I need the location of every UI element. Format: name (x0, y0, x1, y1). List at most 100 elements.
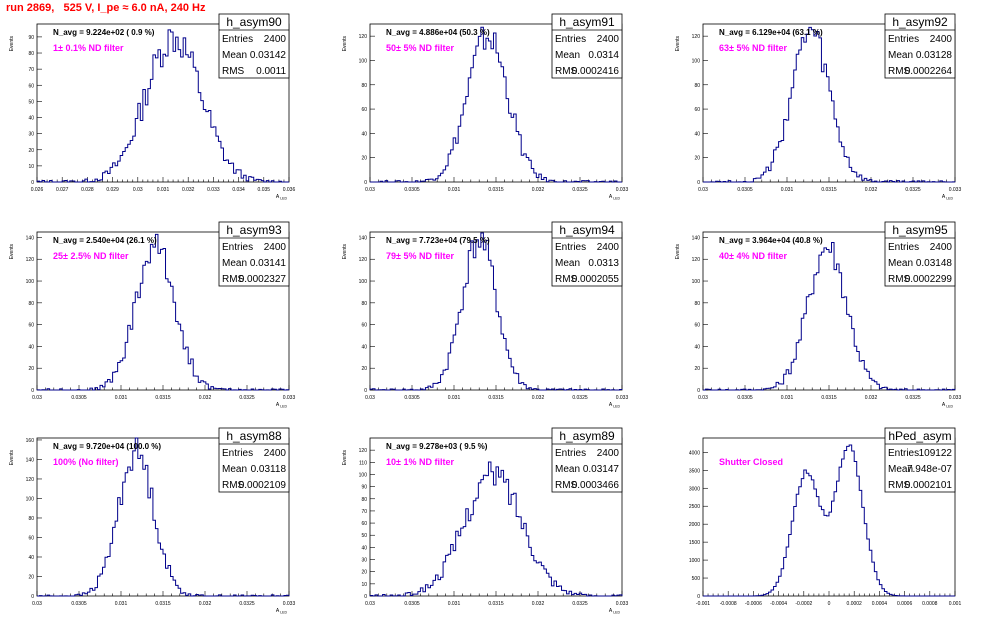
y-tick-label: 120 (26, 477, 35, 483)
y-tick-label: 80 (361, 497, 367, 503)
stats-rms-value: 0.0002109 (239, 480, 287, 491)
y-tick-label: 70 (28, 67, 34, 73)
x-tick-label: 0.03 (365, 395, 375, 401)
x-axis-label: A LED (609, 402, 621, 409)
x-tick-label: 0.0305 (737, 395, 753, 401)
y-tick-label: 100 (692, 58, 701, 64)
y-tick-label: 0 (364, 180, 367, 186)
x-tick-label: 0.036 (283, 187, 296, 193)
x-axis-label: A LED (609, 608, 621, 615)
y-tick-label: 10 (361, 582, 367, 588)
y-tick-label: 60 (361, 323, 367, 329)
y-tick-label: 0 (31, 594, 34, 600)
stats-rms-value: 0.0002416 (572, 66, 620, 77)
x-tick-label: 0.032 (199, 395, 212, 401)
n-avg-annotation: N_avg = 9.720e+04 (100.0 %) (53, 442, 161, 451)
x-tick-label: 0.028 (81, 187, 94, 193)
stats-rms-value: 0.0011 (256, 66, 286, 77)
stats-entries-label: Entries (222, 34, 253, 45)
stats-box-frame (884, 221, 956, 287)
x-tick-label: 0.0315 (155, 601, 171, 607)
histogram-h_asym95: 0.03 0.0305 0.031 0.0315 0.032 0.0325 0.033 0 20… (675, 221, 962, 409)
histogram-line (369, 232, 623, 391)
stats-box: h_asym93 Entries 2400 Mean 0.03141 RMS0.00023… (218, 221, 290, 287)
histogram-line (703, 242, 956, 391)
stats-entries-label: Entries (555, 242, 586, 253)
x-tick-label: 0.0002 (847, 601, 863, 607)
x-tick-label: 0.0004 (872, 601, 888, 607)
stats-rms-label: RMS (222, 66, 245, 77)
stats-entries-label: Entries (888, 448, 919, 459)
stats-mean-value: 0.03142 (250, 50, 287, 61)
y-tick-label: 60 (361, 521, 367, 527)
stats-entries-value: 2400 (597, 448, 620, 459)
stats-mean-label: Mean (555, 50, 580, 61)
histogram-name: h_asym90 (226, 15, 282, 29)
x-axis-label: A LED (276, 194, 288, 201)
stats-mean-value: 7.948e-07 (907, 464, 952, 475)
n-avg-annotation: N_avg = 7.723e+04 (79.5 %) (386, 236, 490, 245)
x-tick-label: 0.0315 (821, 187, 837, 193)
x-tick-label: 0.0325 (905, 187, 921, 193)
stats-entries-label: Entries (888, 242, 919, 253)
stats-entries-label: Entries (555, 34, 586, 45)
stats-box: h_asym95 Entries 2400 Mean 0.03148 RMS0.00022… (884, 221, 956, 287)
y-tick-label: 0 (364, 594, 367, 600)
stats-box-frame (551, 427, 623, 493)
x-tick-label: 0.03 (698, 395, 708, 401)
x-tick-label: 0.031 (115, 601, 128, 607)
stats-entries-value: 109122 (919, 448, 953, 459)
y-tick-label: 120 (359, 34, 368, 40)
stats-mean-label: Mean (222, 464, 247, 475)
stats-mean-label: Mean (888, 464, 913, 475)
y-axis-label: Events (9, 36, 15, 52)
x-tick-label: 0.032 (199, 601, 212, 607)
n-avg-annotation: N_avg = 9.224e+02 ( 0.9 %) (53, 28, 155, 37)
x-tick-label: 0.0305 (737, 187, 753, 193)
y-tick-label: 80 (28, 516, 34, 522)
y-tick-label: 100 (359, 279, 368, 285)
x-tick-label: 0.03 (133, 187, 143, 193)
filter-label: 79± 5% ND filter (386, 251, 454, 261)
histogram-name: h_asym94 (559, 223, 615, 237)
histogram-h_asym91: 0.03 0.0305 0.031 0.0315 0.032 0.0325 0.033 0 20… (342, 13, 628, 201)
y-tick-label: 20 (28, 366, 34, 372)
stats-box: h_asym94 Entries 2400 Mean 0.0313 RMS0.000205… (551, 221, 623, 287)
y-tick-label: 20 (28, 574, 34, 580)
stats-box-frame (884, 427, 956, 493)
y-tick-label: 2500 (689, 504, 700, 510)
y-tick-label: 100 (692, 279, 701, 285)
stats-rms-label: RMS (222, 274, 245, 285)
x-tick-label: 0.001 (949, 601, 962, 607)
histogram-h_asym89: 0.03 0.0305 0.031 0.0315 0.032 0.0325 0.033 0 10… (342, 427, 628, 615)
x-tick-label: 0.033 (949, 395, 962, 401)
x-tick-label: 0.031 (157, 187, 170, 193)
x-tick-label: 0.0315 (488, 395, 504, 401)
stats-box: h_asym90 Entries 2400 Mean 0.03142 RMS 0.0011 (218, 13, 290, 79)
y-tick-label: 0 (697, 180, 700, 186)
y-tick-label: 140 (26, 235, 35, 241)
y-tick-label: 100 (359, 472, 368, 478)
stats-box: h_asym88 Entries 2400 Mean 0.03118 RMS0.00021… (218, 427, 290, 493)
histogram-hPed_asym: -0.001 -0.0008 -0.0006 -0.0004 -0.0002 0 0.000… (689, 427, 962, 607)
y-axis-label: Events (675, 36, 681, 52)
stats-mean-label: Mean (555, 464, 580, 475)
histogram-name: h_asym89 (559, 429, 615, 443)
y-tick-label: 90 (28, 35, 34, 41)
y-tick-label: 100 (26, 279, 35, 285)
y-tick-label: 40 (28, 344, 34, 350)
x-tick-label: 0.031 (781, 187, 794, 193)
y-tick-label: 20 (28, 148, 34, 154)
y-tick-label: 20 (694, 366, 700, 372)
x-tick-label: 0.03 (32, 395, 42, 401)
histogram-h_asym88: 0.03 0.0305 0.031 0.0315 0.032 0.0325 0.033 0 20… (9, 427, 295, 615)
y-tick-label: 40 (694, 344, 700, 350)
n-avg-annotation: N_avg = 4.886e+04 (50.3 %) (386, 28, 490, 37)
y-tick-label: 20 (361, 366, 367, 372)
histogram-name: h_asym88 (226, 429, 282, 443)
y-tick-label: 120 (359, 448, 368, 454)
x-axis-label: A LED (609, 194, 621, 201)
stats-box-frame (884, 13, 956, 79)
y-tick-label: 60 (694, 107, 700, 113)
